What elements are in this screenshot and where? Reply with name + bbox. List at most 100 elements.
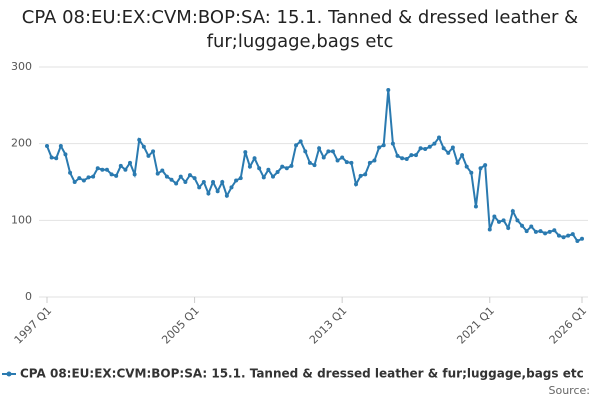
y-tick-label: 100 [11,213,32,226]
point [358,173,363,178]
point [515,218,520,223]
point [141,144,146,149]
point [533,229,538,234]
point [547,229,552,234]
point [160,168,165,173]
point [45,143,49,148]
point [224,193,229,198]
point [72,180,77,184]
point [298,139,303,144]
point [151,149,156,154]
point [169,177,174,182]
chart-title: CPA 08:EU:EX:CVM:BOP:SA: 15.1. Tanned & … [21,7,579,52]
point [446,150,451,155]
point [580,236,584,241]
point [174,181,179,186]
point [418,146,423,151]
legend-marker [6,371,12,377]
x-tick-label: 2013 Q1 [307,304,350,347]
point [132,172,137,177]
point [183,180,188,184]
point [344,160,349,165]
point [252,156,257,161]
point [349,160,354,165]
point [307,160,312,165]
point [114,173,119,178]
point [506,226,511,230]
point [294,143,299,148]
point [386,88,391,92]
y-tick-label: 0 [25,290,32,303]
point [77,176,82,181]
point [483,163,488,168]
point [104,167,109,172]
point [437,135,442,140]
point [109,172,114,177]
point [367,160,372,165]
point [220,180,225,184]
point [280,164,285,169]
point [473,204,478,209]
x-tick-label: 2026 Q1 [547,304,590,347]
point [187,173,192,178]
point [524,229,529,234]
point [289,163,294,168]
point [381,143,386,148]
point [137,137,142,142]
point [229,185,234,190]
point [95,166,100,171]
point [326,149,331,154]
point [284,166,289,171]
point [257,166,262,171]
point [243,150,248,155]
point [275,170,280,175]
point [335,158,340,163]
point [123,167,128,172]
point [469,170,474,175]
point [496,219,501,224]
point [215,189,220,194]
point [520,223,525,228]
y-tick-label: 300 [11,60,32,73]
point [312,163,317,168]
point [427,144,432,149]
point [570,232,575,237]
point [501,218,506,223]
point [201,180,206,184]
point [575,239,580,244]
x-tick-label: 2021 Q1 [454,304,497,347]
point [464,164,469,169]
x-tick-label: 1997 Q1 [12,304,55,347]
point [561,235,566,240]
point [63,152,68,157]
point [363,172,368,177]
point [492,214,497,219]
point [178,174,183,179]
point [58,143,63,148]
point [261,175,266,180]
point [377,145,382,150]
point [128,160,133,165]
point [372,158,377,163]
point [441,146,446,151]
x-tick-label: 2005 Q1 [159,304,202,347]
point [266,167,271,172]
point [234,178,239,183]
point [538,229,543,234]
point [400,156,405,161]
legend-label: CPA 08:EU:EX:CVM:BOP:SA: 15.1. Tanned & … [20,367,584,381]
point [317,146,322,151]
point [321,155,326,160]
point [146,153,151,158]
point [49,155,54,160]
point [54,156,59,161]
point [211,180,216,184]
point [247,164,252,169]
point [86,175,91,180]
point [413,153,418,158]
point [566,233,571,238]
point [409,153,414,158]
point [330,149,335,154]
